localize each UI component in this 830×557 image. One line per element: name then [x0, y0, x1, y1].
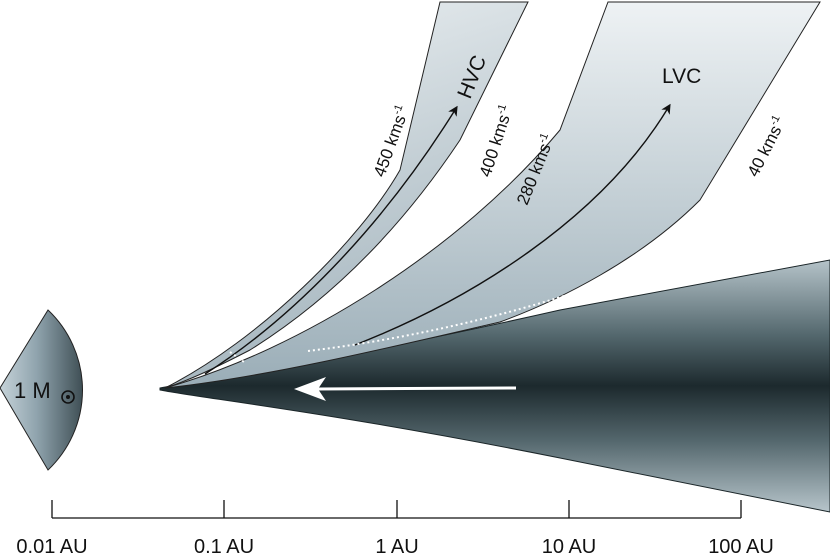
lvc-streamline	[354, 103, 671, 346]
inflow-arrow	[294, 377, 517, 401]
velocity-label-400: 400 kms-1	[475, 103, 517, 180]
hvc-streamline	[204, 105, 458, 375]
distance-axis: 0.01 AU 0.1 AU 1 AU 10 AU 100 AU	[16, 500, 774, 557]
axis-tick-label: 10 AU	[542, 536, 596, 557]
axis-tick-label: 0.1 AU	[194, 536, 254, 557]
lvc-flow-region	[164, 1, 821, 389]
star: 1 M	[0, 309, 83, 471]
svg-text:400 kms-1: 400 kms-1	[475, 103, 517, 180]
hvc-flow-region	[164, 1, 529, 389]
axis-tick-label: 100 AU	[708, 536, 774, 557]
axis-tick-label: 1 AU	[375, 536, 418, 557]
axis-tick-label: 0.01 AU	[16, 536, 87, 557]
velocity-label-40: 40 kms-1	[743, 113, 790, 180]
svg-text:40 kms-1: 40 kms-1	[743, 113, 790, 180]
star-wedge	[0, 309, 83, 471]
lvc-launch-dots	[307, 287, 589, 352]
lvc-label: LVC	[662, 65, 701, 88]
sun-symbol-icon	[61, 390, 75, 404]
star-label: 1 M	[14, 378, 51, 403]
